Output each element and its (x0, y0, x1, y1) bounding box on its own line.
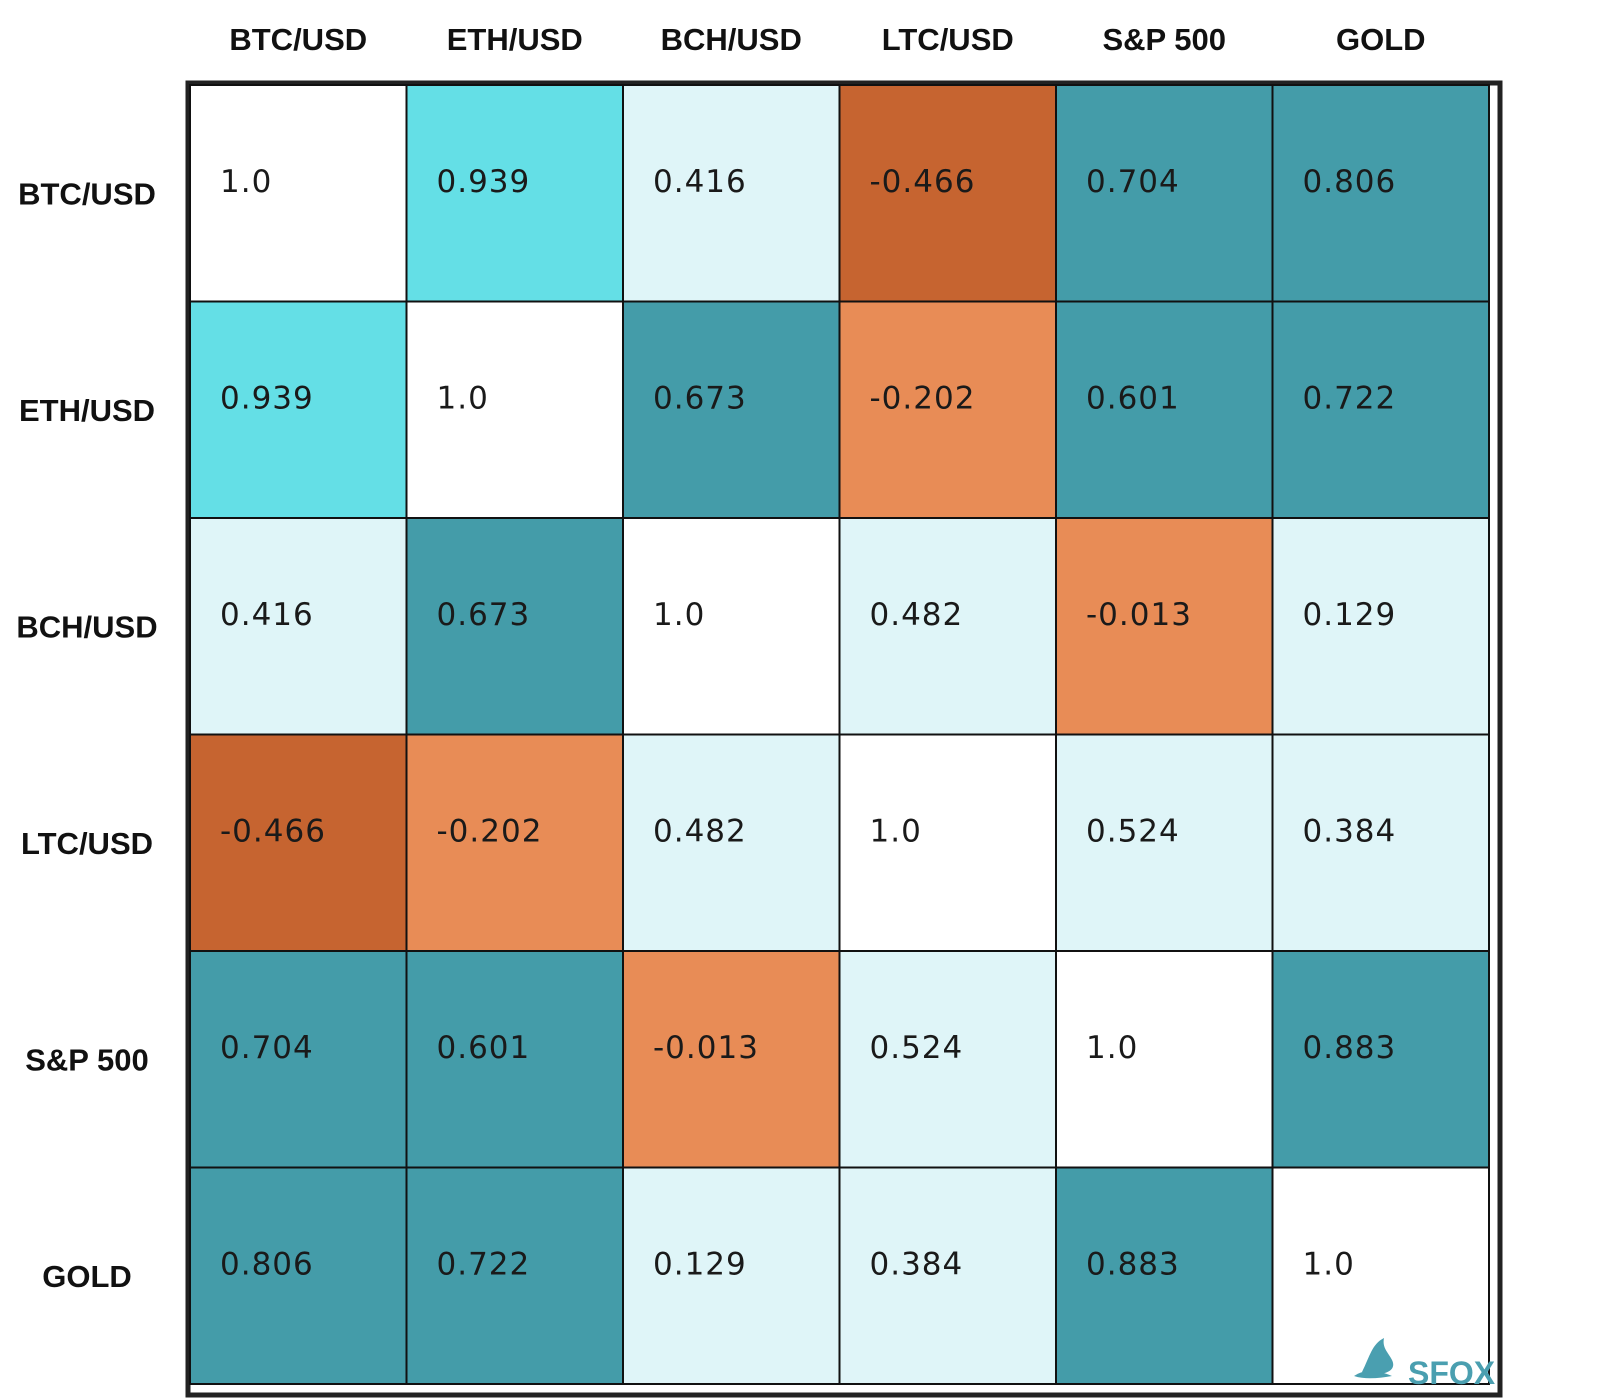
heatmap-cell (1055, 300, 1274, 519)
cell-value-label: -0.202 (870, 381, 976, 417)
row-label: BCH/USD (16, 609, 157, 644)
heatmap-cells: 1.0 0.939 0.416 -0.466 0.704 0.806 0.939 1.0 0.6… (189, 84, 1490, 1385)
cell-value-label: 0.601 (1086, 381, 1180, 417)
cell-value-label: 0.722 (437, 1247, 531, 1283)
cell-value-label: 0.939 (220, 381, 314, 417)
cell-value-label: 0.129 (1303, 597, 1397, 633)
heatmap-cell (1271, 517, 1490, 736)
cell-value-label: 0.939 (437, 164, 531, 200)
cell-value-label: -0.013 (653, 1030, 759, 1066)
heatmap-cell (838, 733, 1057, 952)
heatmap-cell (622, 950, 841, 1169)
cell-value-label: -0.202 (437, 814, 543, 850)
cell-value-label: 0.704 (1086, 164, 1180, 200)
heatmap-cell (622, 733, 841, 952)
heatmap-cell (1271, 300, 1490, 519)
heatmap-cell (405, 733, 624, 952)
cell-value-label: 0.883 (1086, 1247, 1180, 1283)
heatmap-cell (1055, 950, 1274, 1169)
cell-value-label: 0.416 (653, 164, 747, 200)
cell-value-label: -0.013 (1086, 597, 1192, 633)
logo-text: SFOX (1408, 1355, 1496, 1391)
heatmap-cell (838, 300, 1057, 519)
column-label: GOLD (1336, 22, 1426, 57)
cell-value-label: -0.466 (870, 164, 976, 200)
heatmap-cell (1271, 950, 1490, 1169)
cell-value-label: 0.806 (220, 1247, 314, 1283)
column-labels: BTC/USD ETH/USD BCH/USD LTC/USD S&P 500 GOLD (229, 22, 1425, 57)
heatmap-cell (1271, 733, 1490, 952)
fox-icon (1354, 1338, 1394, 1379)
cell-value-label: 0.129 (653, 1247, 747, 1283)
cell-value-label: 0.883 (1303, 1030, 1397, 1066)
cell-value-label: 0.704 (220, 1030, 314, 1066)
cell-value-label: 1.0 (220, 164, 272, 200)
heatmap-cell (622, 517, 841, 736)
row-label: ETH/USD (19, 393, 155, 428)
heatmap-cell (1055, 517, 1274, 736)
column-label: BTC/USD (229, 22, 367, 57)
cell-value-label: 1.0 (1303, 1247, 1355, 1283)
cell-value-label: 0.384 (870, 1247, 964, 1283)
cell-value-label: 0.601 (437, 1030, 531, 1066)
cell-value-label: -0.466 (220, 814, 326, 850)
cell-value-label: 1.0 (870, 814, 922, 850)
column-label: S&P 500 (1102, 22, 1226, 57)
cell-value-label: 0.524 (1086, 814, 1180, 850)
heatmap-cell (405, 517, 624, 736)
cell-value-label: 0.482 (653, 814, 747, 850)
cell-value-label: 0.722 (1303, 381, 1397, 417)
heatmap-cell (838, 950, 1057, 1169)
cell-value-label: 0.673 (653, 381, 747, 417)
cell-value-label: 0.524 (870, 1030, 964, 1066)
column-label: LTC/USD (882, 22, 1014, 57)
row-labels: BTC/USD ETH/USD BCH/USD LTC/USD S&P 500 GOLD (16, 176, 157, 1294)
heatmap-cell (1271, 84, 1490, 303)
cell-value-label: 0.806 (1303, 164, 1397, 200)
cell-value-label: 0.416 (220, 597, 314, 633)
heatmap-cell (189, 517, 408, 736)
heatmap-cell (622, 300, 841, 519)
heatmap-frame (185, 80, 1503, 1398)
cell-value-label: 0.482 (870, 597, 964, 633)
heatmap-cell (405, 84, 624, 303)
row-label: S&P 500 (25, 1042, 149, 1077)
row-label: GOLD (42, 1259, 132, 1294)
heatmap-cell (405, 300, 624, 519)
row-label: LTC/USD (21, 826, 153, 861)
heatmap-cell (1055, 733, 1274, 952)
cell-value-label: 1.0 (437, 381, 489, 417)
column-label: ETH/USD (447, 22, 583, 57)
heatmap-cell (405, 950, 624, 1169)
column-label: BCH/USD (661, 22, 802, 57)
row-label: BTC/USD (18, 176, 156, 211)
heatmap-cell (1055, 1166, 1274, 1385)
sfox-logo: SFOX (1354, 1338, 1496, 1391)
heatmap-cell (189, 300, 408, 519)
heatmap-cell (405, 1166, 624, 1385)
cell-value-label: 1.0 (653, 597, 705, 633)
heatmap-cell (838, 84, 1057, 303)
heatmap-cell (189, 1166, 408, 1385)
heatmap-cell (838, 517, 1057, 736)
heatmap-cell (189, 84, 408, 303)
cell-value-label: 0.384 (1303, 814, 1397, 850)
cell-value-label: 1.0 (1086, 1030, 1138, 1066)
cell-value-label: 0.673 (437, 597, 531, 633)
